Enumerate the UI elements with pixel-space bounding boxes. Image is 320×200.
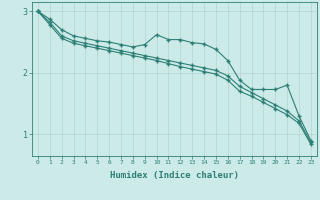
X-axis label: Humidex (Indice chaleur): Humidex (Indice chaleur) [110, 171, 239, 180]
